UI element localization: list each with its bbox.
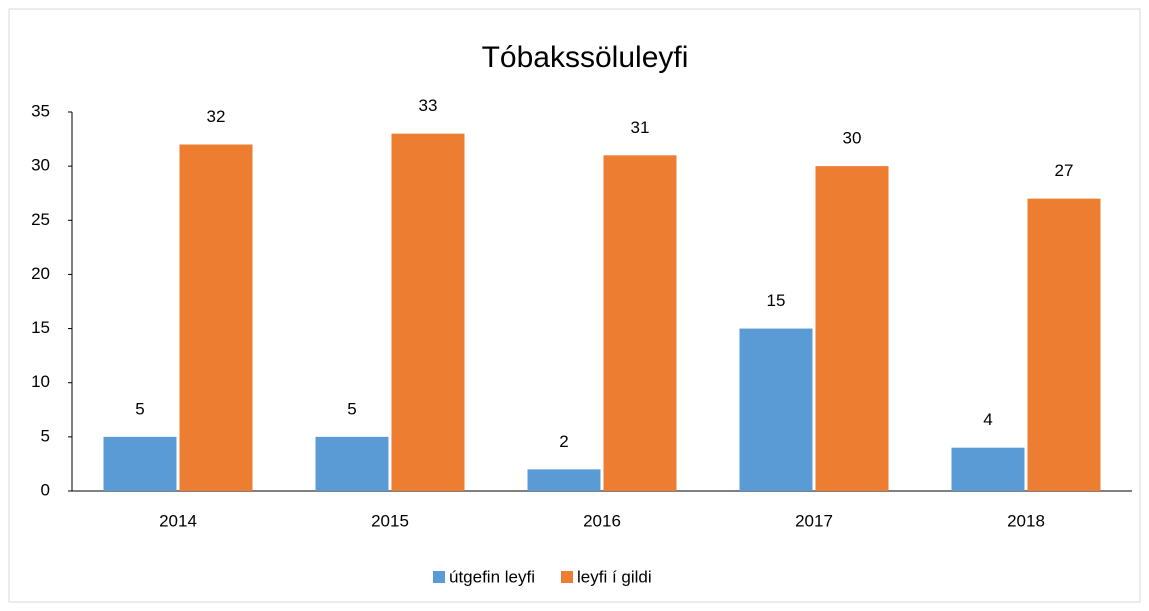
x-tick-label: 2014	[159, 511, 197, 530]
bar	[739, 328, 813, 491]
data-label: 30	[843, 129, 862, 148]
bar	[391, 133, 465, 491]
y-tick-label: 5	[41, 426, 50, 445]
y-tick-label: 35	[31, 101, 50, 120]
data-label: 5	[347, 399, 356, 418]
bar	[527, 469, 601, 491]
bar	[603, 155, 677, 492]
y-tick-label: 25	[31, 210, 50, 229]
legend-swatch	[561, 571, 573, 583]
bar	[1027, 198, 1101, 491]
data-label: 32	[207, 107, 226, 126]
y-tick-label: 0	[41, 480, 50, 499]
bar	[315, 436, 389, 491]
x-tick-label: 2015	[371, 511, 409, 530]
data-label: 4	[983, 410, 992, 429]
y-tick-label: 20	[31, 264, 50, 283]
data-label: 33	[419, 96, 438, 115]
legend-label: útgefin leyfi	[449, 567, 535, 586]
data-label: 31	[631, 118, 650, 137]
bar	[179, 144, 253, 491]
x-tick-label: 2016	[583, 511, 621, 530]
y-tick-label: 10	[31, 372, 50, 391]
x-tick-label: 2018	[1007, 511, 1045, 530]
data-label: 5	[135, 399, 144, 418]
y-tick-label: 15	[31, 318, 50, 337]
data-label: 15	[767, 291, 786, 310]
bar	[951, 447, 1025, 491]
legend-swatch	[433, 571, 445, 583]
data-label: 2	[559, 432, 568, 451]
bar	[815, 166, 889, 491]
chart-title: Tóbakssöluleyfi	[482, 41, 689, 74]
data-label: 27	[1055, 161, 1074, 180]
x-tick-label: 2017	[795, 511, 833, 530]
legend-label: leyfi í gildi	[577, 567, 652, 586]
y-tick-label: 30	[31, 156, 50, 175]
bar	[103, 436, 177, 491]
